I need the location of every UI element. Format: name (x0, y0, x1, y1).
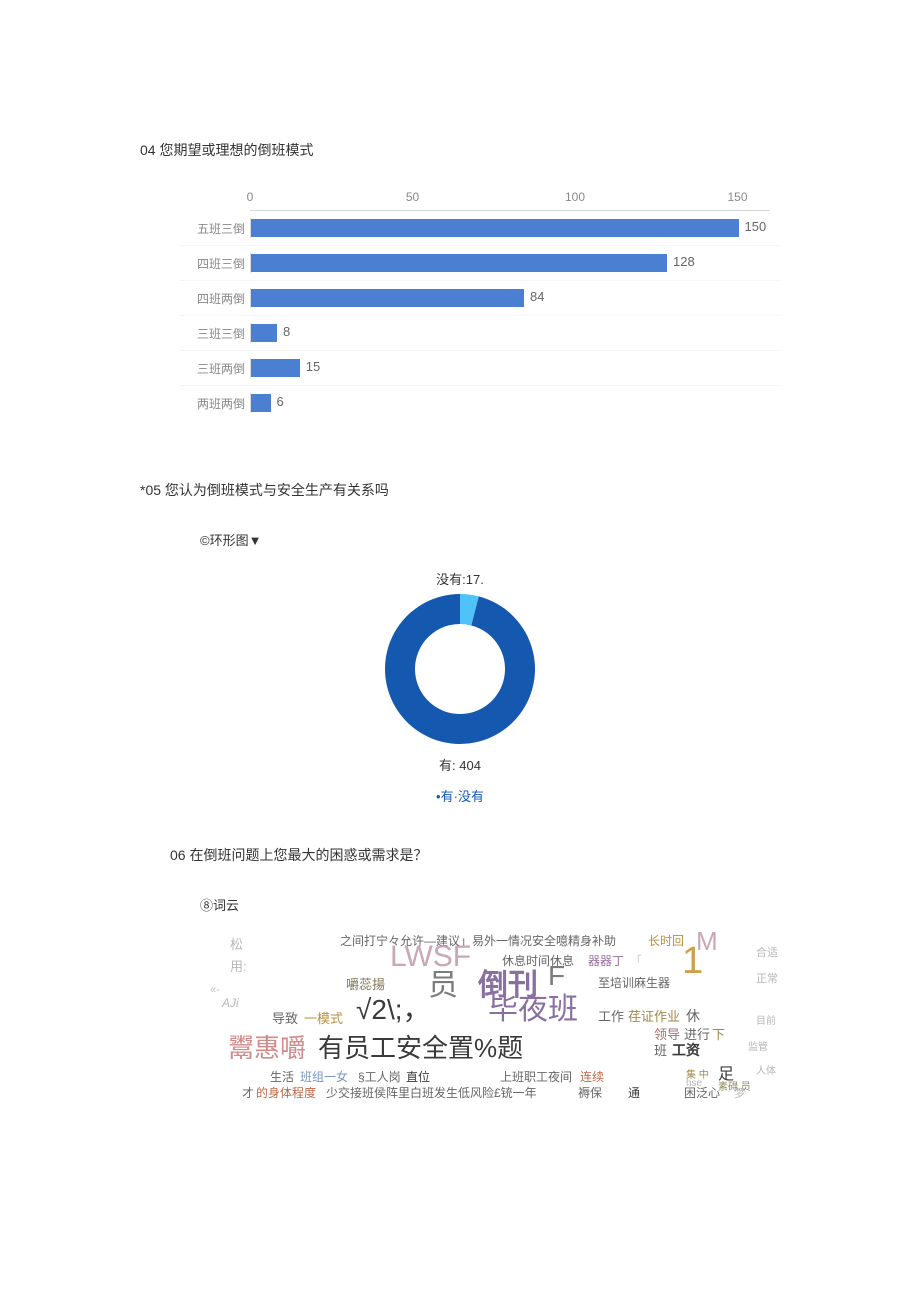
bar-fill: 128 (251, 254, 667, 272)
q06-wordcloud: 松用:«-AJi之间打宁々允许—建议」易外一情况安全噫精身补助长时回MLWSF休… (160, 926, 780, 1126)
bar-label: 四班两倒 (180, 290, 250, 307)
bar-row: 四班两倒84 (180, 280, 780, 315)
bar-row: 三班三倒8 (180, 315, 780, 350)
bar-value: 6 (277, 394, 284, 409)
bar-fill: 150 (251, 219, 739, 237)
wordcloud-word: 班组一女 (300, 1068, 348, 1085)
wordcloud-word: 至培训麻生器 (598, 974, 670, 991)
wordcloud-word: 之间打宁々允许—建议」易外一情况安全噫精身补助 (340, 932, 616, 949)
wordcloud-word: 通 (628, 1084, 640, 1101)
bar-row: 四班三倒128 (180, 245, 780, 280)
wordcloud-word: 监管 (748, 1038, 768, 1053)
wordcloud-word: 毕夜班 (488, 984, 578, 1028)
bar-value: 128 (673, 254, 695, 269)
bar-label: 三班两倒 (180, 360, 250, 377)
wordcloud-word: 一模式 (304, 1008, 343, 1027)
bar-label: 两班两倒 (180, 395, 250, 412)
wordcloud-word: §工人岗 (358, 1068, 401, 1085)
wordcloud-word: 生活 (270, 1068, 294, 1085)
wordcloud-word: √2\;， (356, 988, 431, 1028)
wordcloud-word: 的身体程度 (256, 1084, 316, 1101)
wordcloud-word: 长时回 (648, 932, 684, 949)
bar-value: 15 (306, 359, 320, 374)
wordcloud-word: AJi (222, 996, 239, 1010)
wordcloud-word: 鬻惠嚼 (228, 1028, 306, 1065)
wordcloud-word: 褥保 (578, 1084, 602, 1101)
wordcloud-word: 直位 (406, 1068, 430, 1085)
donut-svg (385, 594, 535, 744)
wordcloud-word: 休 (686, 1006, 700, 1026)
wordcloud-word: 「 (630, 952, 642, 969)
bar-row: 五班三倒150 (180, 211, 780, 245)
q05-subtitle: ©环形图▼ (200, 530, 780, 549)
wordcloud-word: 导致 (272, 1008, 298, 1027)
axis-tick: 150 (727, 190, 747, 204)
wordcloud-word: 员 (428, 960, 458, 1004)
bar-fill: 84 (251, 289, 524, 307)
wordcloud-word: 连续 (580, 1068, 604, 1085)
wordcloud-word: 松 (230, 934, 243, 953)
bar-fill: 8 (251, 324, 277, 342)
bar-row: 三班两倒15 (180, 350, 780, 385)
wordcloud-word: 上班职工夜间 (500, 1068, 572, 1085)
bar-value: 8 (283, 324, 290, 339)
wordcloud-word: 目前 (756, 1012, 776, 1027)
donut-legend: •有·没有 (140, 786, 780, 805)
bar-value: 150 (745, 219, 767, 234)
wordcloud-word: 少交接班侯阵里白班发生低风险£铳一年 (326, 1084, 537, 1101)
wordcloud-word: 才 (242, 1084, 254, 1101)
wordcloud-word: 人体 (756, 1062, 776, 1077)
donut-top-label: 没有:17. (140, 569, 780, 588)
donut-slice (385, 594, 535, 744)
bar-fill: 15 (251, 359, 300, 377)
wordcloud-word: 困泛心 (684, 1084, 720, 1101)
donut-bottom-label: 有: 404 (140, 755, 780, 774)
wordcloud-word: 正常 (756, 970, 778, 986)
q06-title: 06 在倒班问题上您最大的困惑或需求是？ (170, 845, 780, 865)
axis-tick: 50 (406, 190, 419, 204)
bar-value: 84 (530, 289, 544, 304)
q06-subtitle: ⑧词云 (200, 895, 780, 914)
wordcloud-word: 工作 (598, 1006, 624, 1025)
wordcloud-word: 合适 (756, 944, 778, 960)
axis-tick: 0 (247, 190, 254, 204)
bar-label: 四班三倒 (180, 255, 250, 272)
q05-donut: 没有:17. 有: 404 •有·没有 (140, 569, 780, 805)
bar-label: 五班三倒 (180, 220, 250, 237)
bar-row: 两班两倒6 (180, 385, 780, 420)
bar-label: 三班三倒 (180, 325, 250, 342)
wordcloud-word: 下 (712, 1024, 725, 1043)
wordcloud-word: «- (210, 984, 220, 996)
wordcloud-word: 工资 (672, 1040, 700, 1060)
bar-fill: 6 (251, 394, 271, 412)
wordcloud-word: 1 (682, 940, 703, 983)
wordcloud-word: 有员工安全置%题 (318, 1028, 523, 1065)
q05-title: *05 您认为倒班模式与安全生产有关系吗 (140, 480, 780, 500)
q04-title: 04 您期望或理想的倒班模式 (140, 140, 780, 160)
axis-tick: 100 (565, 190, 585, 204)
wordcloud-word: 班 (654, 1040, 667, 1059)
wordcloud-word: 用: (230, 956, 247, 975)
q04-bar-chart: 050100150 五班三倒150四班三倒128四班两倒84三班三倒8三班两倒1… (180, 190, 780, 420)
wordcloud-word: 荏证作业 (628, 1006, 680, 1025)
wordcloud-word: 器器丁 (588, 952, 624, 969)
wordcloud-word: 梦 (734, 1084, 746, 1101)
